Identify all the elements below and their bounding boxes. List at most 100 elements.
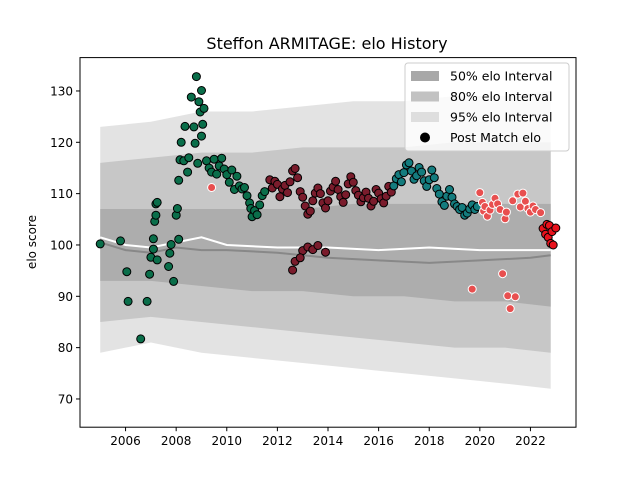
elo-point [212,169,222,179]
elo-point [232,171,242,181]
y-tick-label: 90 [58,290,73,304]
legend-label: Post Match elo [450,130,541,145]
x-tick-label: 2018 [414,434,445,448]
x-tick-label: 2014 [313,434,344,448]
elo-point [148,244,158,254]
elo-point [198,119,208,129]
elo-point [505,304,515,314]
elo-point [95,239,105,249]
y-tick-label: 120 [50,136,73,150]
legend-box [404,62,570,152]
elo-point [142,296,152,306]
elo-point [224,177,234,187]
elo-point [331,176,341,186]
elo-point [197,131,206,141]
legend-swatch [411,71,439,81]
elo-point [199,103,209,113]
y-tick-label: 80 [58,341,73,355]
elo-point [183,167,193,177]
elo-point [122,267,132,277]
elo-point [176,137,186,147]
elo-point [169,276,179,286]
elo-point [193,158,203,168]
y-tick-label: 70 [58,392,73,406]
elo-point [417,167,427,177]
y-axis: 70 80 90 100 110 120 130 [50,84,80,406]
elo-point [165,248,175,258]
elo-point [240,183,249,192]
elo-point [498,269,508,279]
elo-point [427,165,437,175]
x-tick-label: 2016 [363,434,394,448]
elo-point [152,197,162,207]
elo-point [305,206,315,216]
x-tick-label: 2010 [212,434,243,448]
elo-point [194,97,204,107]
elo-point [252,210,262,220]
legend: 50% elo Interval 80% elo Interval 95% elo … [404,62,570,152]
elo-point [404,158,414,168]
x-tick-label: 2012 [262,434,293,448]
elo-point [369,196,379,206]
elo-point [123,296,133,306]
y-tick-label: 110 [50,187,73,201]
chart-title: Steffon ARMITAGE: elo History [206,34,447,53]
elo-point [501,207,511,217]
elo-point [399,168,409,178]
elo-point [184,153,194,163]
x-tick-label: 2022 [515,434,546,448]
elo-point [510,292,520,302]
legend-marker [420,132,430,143]
elo-point [396,177,406,187]
elo-point [172,204,182,213]
elo-point [503,291,513,301]
elo-point [197,86,206,95]
elo-point [308,196,318,206]
elo-point [315,189,325,199]
elo-point [475,188,485,198]
legend-label: 50% elo Interval [450,69,552,84]
legend-label: 95% elo Interval [450,110,552,125]
elo-point [341,190,351,200]
elo-point [536,208,546,218]
legend-swatch [411,112,439,122]
elo-point [338,197,348,207]
elo-point [467,284,477,294]
elo-point [255,200,265,210]
elo-point [191,72,201,82]
elo-point [151,210,161,220]
elo-point [548,240,558,250]
elo-point [285,177,295,187]
elo-point [207,183,217,192]
elo-point [275,192,285,202]
y-tick-label: 100 [50,238,73,252]
elo-point [298,192,308,202]
post-match-points [95,72,561,344]
legend-swatch [411,91,439,102]
elo-point [217,153,227,163]
x-tick-label: 2020 [465,434,496,448]
elo-point [260,187,270,197]
y-axis-label: elo score [25,215,39,269]
elo-point [164,262,174,271]
elo-point [434,189,444,199]
elo-point [152,255,162,265]
x-tick-label: 2006 [110,434,141,448]
x-tick-label: 2008 [161,434,192,448]
elo-point [283,188,292,198]
legend-label: 80% elo Interval [450,89,552,104]
elo-point [209,154,219,164]
elo-point [227,165,237,175]
elo-point [290,164,300,173]
elo-point [439,200,449,210]
elo-point [293,173,303,183]
elo-point [508,196,518,206]
elo-point [116,236,125,246]
elo-point [180,121,190,131]
elo-point [348,177,358,187]
elo-point [323,196,333,206]
elo-point [174,234,184,244]
elo-point [190,138,200,148]
elo-point [551,223,561,233]
